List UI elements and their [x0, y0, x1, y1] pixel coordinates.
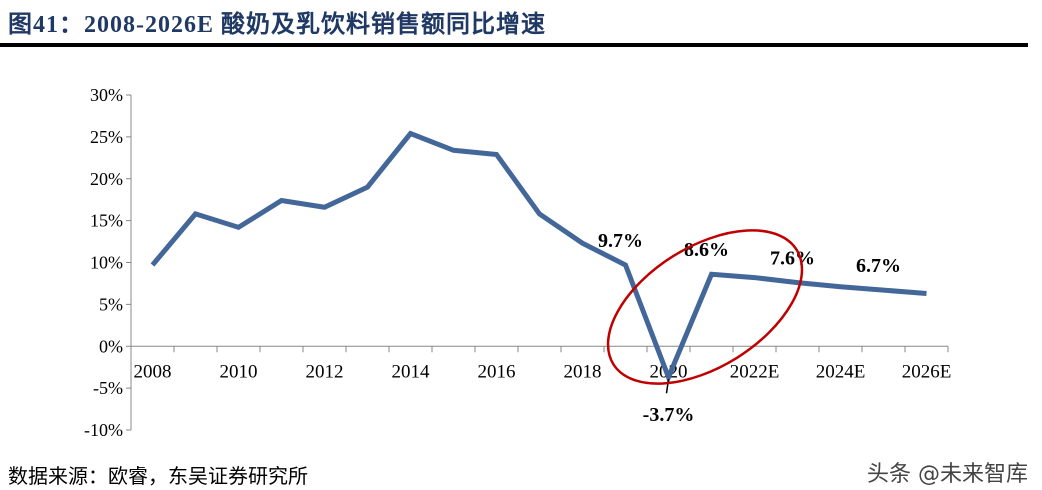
data-label: 8.6%: [684, 239, 729, 261]
source-note: 数据来源：欧睿，东吴证券研究所: [8, 464, 308, 488]
data-label: -3.7%: [643, 404, 695, 426]
y-tick-label: 20%: [90, 169, 123, 189]
y-tick-label: 30%: [90, 85, 123, 105]
x-tick-label: 2024E: [816, 361, 866, 382]
y-tick-label: 10%: [90, 253, 123, 273]
data-label: 9.7%: [598, 230, 643, 252]
data-label: 6.7%: [856, 255, 901, 277]
x-tick-label: 2018: [564, 361, 602, 382]
figure-title: 图41：2008-2026E 酸奶及乳饮料销售额同比增速: [8, 12, 546, 38]
y-tick-label: 0%: [99, 336, 123, 356]
label-leader: [665, 379, 670, 394]
x-tick-label: 2008: [134, 361, 172, 382]
highlight-ellipse: [606, 229, 804, 385]
y-tick-label: 5%: [99, 294, 123, 314]
x-tick-label: 2010: [220, 361, 258, 382]
y-tick-label: -10%: [84, 420, 123, 440]
y-tick-label: 25%: [90, 127, 123, 147]
x-tick-label: 2016: [478, 361, 516, 382]
title-rule: [0, 43, 1028, 47]
x-tick-label: 2014: [392, 361, 431, 382]
x-tick-label: 2026E: [902, 361, 952, 382]
y-tick-label: 15%: [90, 211, 123, 231]
watermark: 头条 @未来智库: [867, 462, 1028, 487]
x-tick-label: 2022E: [730, 361, 780, 382]
data-label: 7.6%: [770, 248, 815, 270]
y-tick-label: -5%: [93, 378, 123, 398]
x-tick-label: 2012: [306, 361, 344, 382]
